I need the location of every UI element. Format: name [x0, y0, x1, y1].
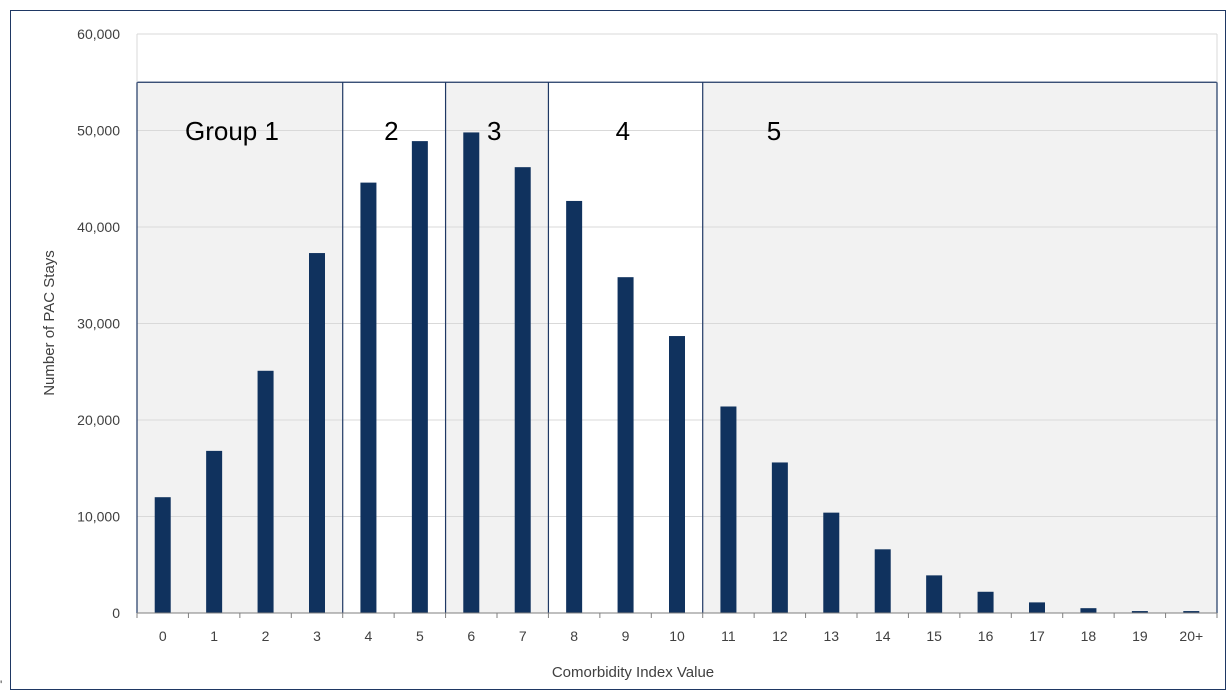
x-tick-label: 18	[1081, 628, 1097, 644]
axes	[136, 33, 1218, 618]
y-axis-title: Number of PAC Stays	[41, 250, 58, 396]
x-tick-label: 9	[622, 628, 630, 644]
bar-0	[154, 497, 171, 613]
group-label-1: Group 1	[185, 116, 279, 146]
bar-4	[360, 182, 377, 614]
x-tick-label: 16	[978, 628, 994, 644]
bar-2	[257, 370, 274, 613]
bar-16	[977, 591, 994, 613]
y-tick-label: 60,000	[77, 26, 120, 42]
x-tick-labels: 0 1 2 3 4 5 6 7 8 9 10 11 12 13 14 15 16 17 18 19 20+	[159, 628, 1203, 644]
group-label-2: 2	[384, 116, 398, 146]
x-tick-label: 10	[669, 628, 685, 644]
group-label-5: 5	[767, 116, 781, 146]
bar-14	[874, 549, 891, 613]
bar-19	[1131, 611, 1148, 613]
bar-18	[1080, 608, 1097, 613]
bar-12	[771, 462, 788, 613]
x-tick-label: 15	[926, 628, 942, 644]
stray-mark: '	[0, 678, 3, 692]
bar-10	[669, 336, 685, 613]
group-shading	[137, 82, 1217, 613]
x-tick-label: 7	[519, 628, 527, 644]
group-labels: Group 1 2 3 4 5	[185, 116, 781, 146]
bar-20+	[1183, 611, 1200, 613]
group-shade-3	[445, 82, 549, 613]
group-label-4: 4	[616, 116, 630, 146]
x-tick-label: 12	[772, 628, 788, 644]
x-tick-label: 0	[159, 628, 167, 644]
bar-9	[617, 277, 634, 613]
x-axis-title: Comorbidity Index Value	[552, 664, 714, 681]
y-tick-label: 20,000	[77, 412, 120, 428]
y-tick-labels: 0 10,000 20,000 30,000 40,000 50,000 60,000	[77, 26, 120, 621]
y-tick-label: 0	[112, 605, 120, 621]
bar-1	[206, 450, 223, 613]
x-tick-label: 2	[262, 628, 270, 644]
group-shade-1	[137, 82, 343, 613]
x-tick-label: 14	[875, 628, 891, 644]
group-label-3: 3	[487, 116, 501, 146]
bars	[154, 132, 1200, 614]
bar-6	[463, 132, 480, 613]
x-tick-label: 13	[823, 628, 839, 644]
bar-11	[720, 406, 737, 613]
x-tick-label: 19	[1132, 628, 1148, 644]
group-shade-5	[702, 82, 1217, 613]
x-tick-label: 17	[1029, 628, 1045, 644]
x-tick-label: 8	[570, 628, 578, 644]
bar-5	[411, 141, 428, 614]
bar-8	[566, 200, 583, 613]
bar-3	[309, 253, 325, 613]
x-tick-label: 1	[210, 628, 218, 644]
bar-13	[823, 512, 840, 613]
y-tick-label: 30,000	[77, 316, 120, 332]
y-tick-label: 10,000	[77, 509, 120, 525]
x-tick-label: 4	[365, 628, 373, 644]
group-dividers	[136, 81, 1218, 613]
x-tick-label: 20+	[1179, 628, 1203, 644]
y-tick-label: 50,000	[77, 123, 120, 139]
y-tick-label: 40,000	[77, 219, 120, 235]
bar-7	[514, 167, 531, 614]
bar-17	[1029, 602, 1045, 613]
x-tick-label: 6	[467, 628, 475, 644]
bar-15	[926, 575, 943, 613]
x-tick-label: 3	[313, 628, 321, 644]
x-tick-label: 5	[416, 628, 424, 644]
x-tick-label: 11	[721, 628, 736, 644]
